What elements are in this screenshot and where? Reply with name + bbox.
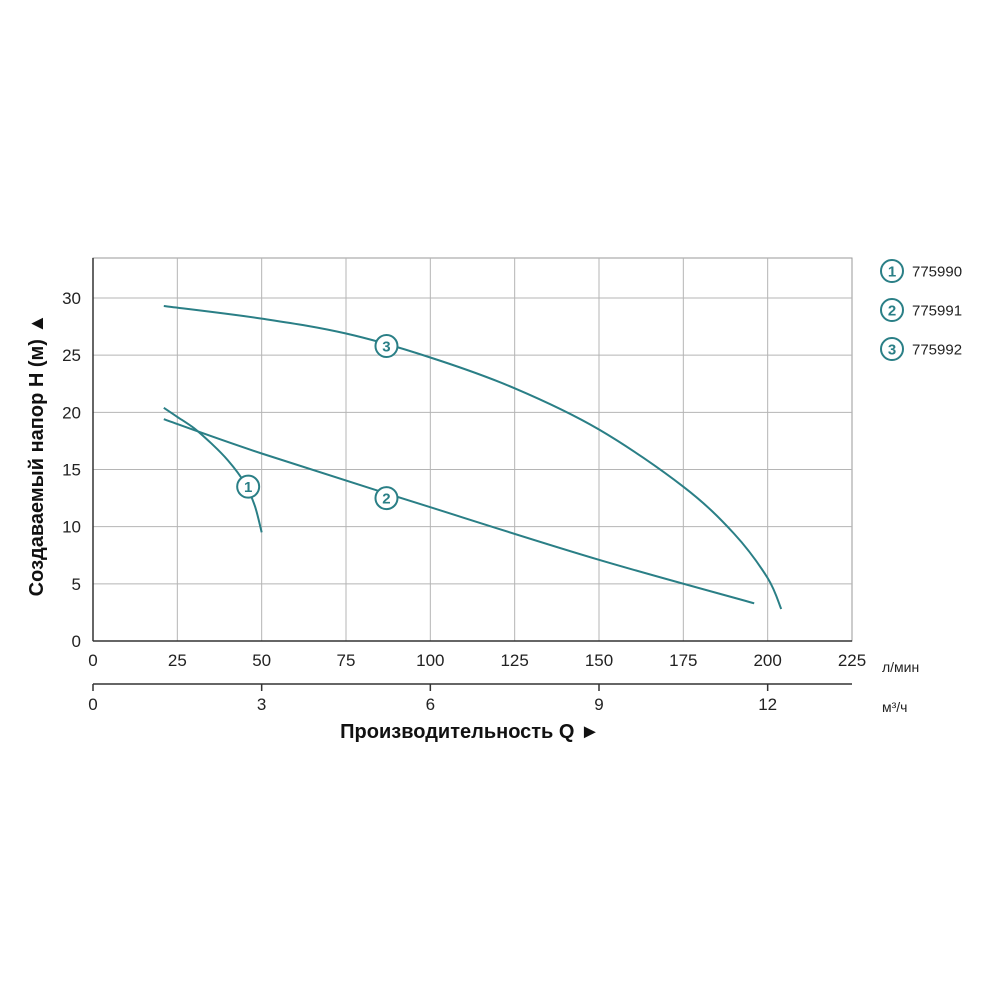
legend-marker-2-text: 2 [888,303,896,320]
x-primary-unit: л/мин [882,659,919,675]
legend: 1 775990 2 775991 3 775992 [880,259,962,361]
series-line-1 [163,406,263,533]
y-tick-label: 30 [62,289,81,308]
series-marker-2: 2 [374,486,399,511]
y-axis-title: Создаваемый напор H (м) ▲ [26,314,48,597]
x-axis-title: Производительность Q ► [340,721,600,743]
series-marker-3-circle [374,334,399,359]
y-tick-label: 5 [72,575,81,594]
series-line-3 [163,305,783,610]
legend-marker-2: 2 [880,298,904,322]
legend-marker-3-text: 3 [888,342,896,359]
x-secondary-tick-label: 6 [426,695,435,714]
x-secondary-tick-label: 12 [758,695,777,714]
legend-label-1: 775990 [912,264,962,281]
legend-label-3: 775992 [912,342,962,359]
tick-labels: 0 25 50 75 100 125 150 175 200 225 0 5 10 15 20 25 30 0 3 6… [62,289,866,714]
x-tick-label: 225 [838,651,866,670]
y-tick-label: 25 [62,346,81,365]
y-tick-label: 0 [72,632,81,651]
series-marker-3-text: 3 [382,339,390,356]
x-tick-label: 200 [753,651,781,670]
series-marker-1-text: 1 [244,479,252,496]
x-secondary-tick-label: 0 [88,695,97,714]
x-tick-label: 125 [500,651,528,670]
legend-marker-1: 1 [880,259,904,283]
x-tick-label: 50 [252,651,271,670]
legend-marker-3: 3 [880,337,904,361]
x-secondary-unit: м³/ч [882,699,907,715]
legend-marker-2-circle [880,298,904,322]
series-marker-1: 1 [236,474,261,499]
x-tick-label: 75 [337,651,356,670]
series-marker-1-circle [236,474,261,499]
series-lines [163,305,783,610]
x-tick-label: 0 [88,651,97,670]
legend-marker-3-circle [880,337,904,361]
series-marker-3: 3 [374,334,399,359]
x-tick-label: 175 [669,651,697,670]
x-tick-label: 150 [585,651,613,670]
x-secondary-tick-label: 9 [594,695,603,714]
y-tick-label: 10 [62,518,81,537]
x-tick-label: 25 [168,651,187,670]
series-line-2 [163,418,755,605]
axes [92,258,852,691]
series-marker-2-text: 2 [382,491,390,508]
legend-marker-1-text: 1 [888,264,896,281]
legend-label-2: 775991 [912,303,962,320]
series-markers: 1 2 3 [236,334,399,511]
y-tick-label: 20 [62,403,81,422]
x-tick-label: 100 [416,651,444,670]
x-secondary-tick-label: 3 [257,695,266,714]
grid [92,257,853,642]
legend-marker-1-circle [880,259,904,283]
series-marker-2-circle [374,486,399,511]
y-tick-label: 15 [62,461,81,480]
